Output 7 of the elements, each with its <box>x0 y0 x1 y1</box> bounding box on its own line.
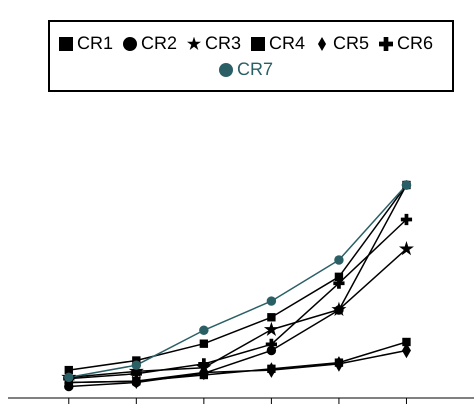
legend-label: CR2 <box>140 33 177 53</box>
legend-label: CR5 <box>333 33 370 53</box>
legend-label: CR1 <box>76 33 113 53</box>
legend-label: CR7 <box>236 59 273 79</box>
legend-label: CR6 <box>397 33 434 53</box>
legend-label: CR4 <box>269 33 306 53</box>
legend-label: CR3 <box>204 33 241 53</box>
